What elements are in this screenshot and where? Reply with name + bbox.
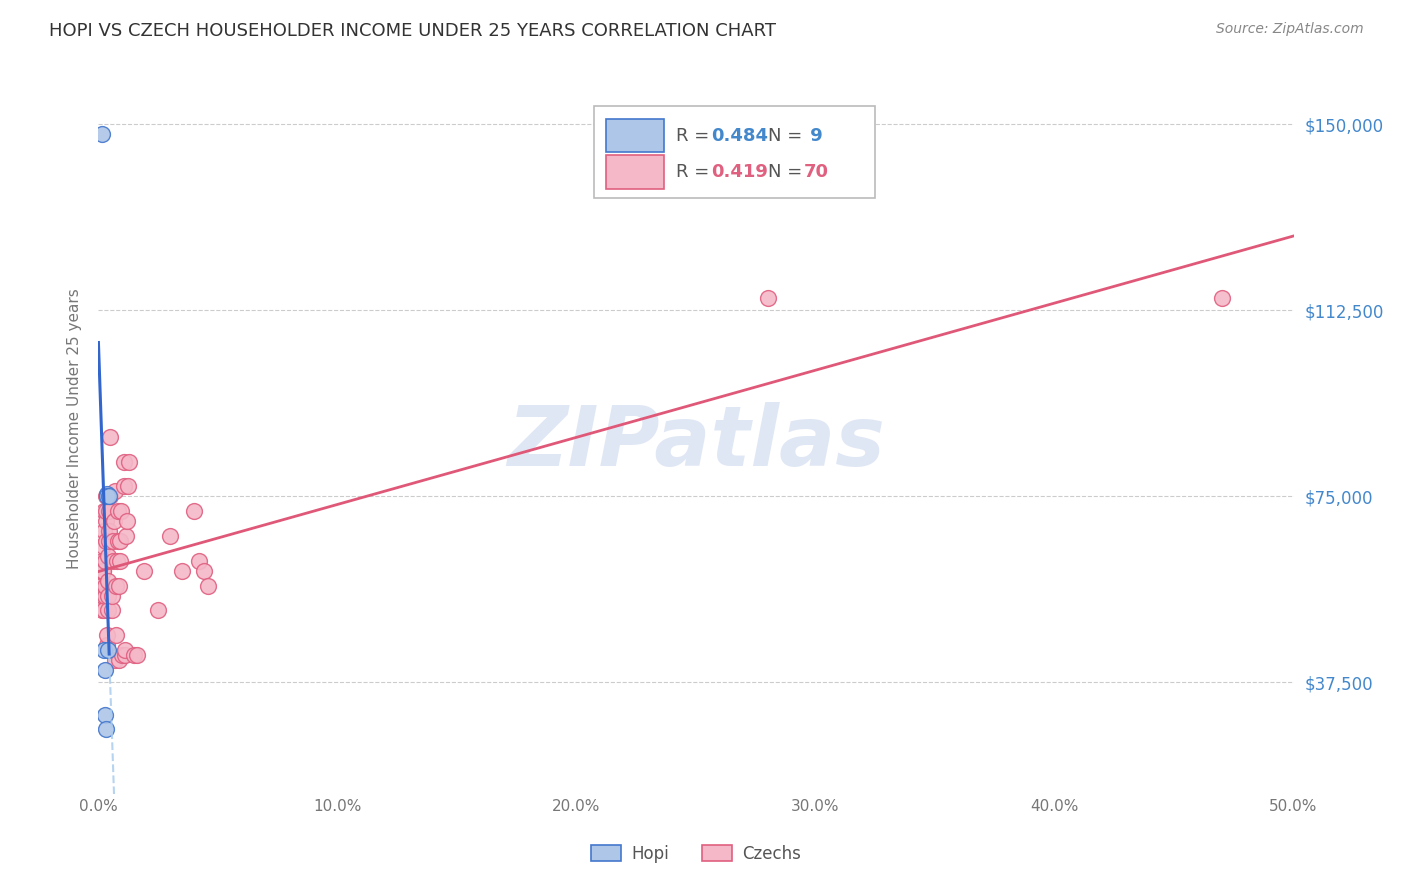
Point <box>91 128 114 142</box>
Y-axis label: Householder Income Under 25 years: Householder Income Under 25 years <box>67 288 83 568</box>
Text: 70: 70 <box>804 163 828 181</box>
Point <box>183 504 205 518</box>
Text: Source: ZipAtlas.com: Source: ZipAtlas.com <box>1216 22 1364 37</box>
Point <box>97 533 120 548</box>
Point <box>97 524 120 538</box>
Point <box>96 638 118 652</box>
Point <box>100 589 122 603</box>
Text: R =: R = <box>676 163 714 181</box>
Point <box>172 564 194 578</box>
Text: 0.484: 0.484 <box>711 127 769 145</box>
Point <box>93 504 115 518</box>
Point <box>98 489 121 503</box>
Point <box>148 603 170 617</box>
Point <box>197 579 219 593</box>
Point <box>98 430 122 444</box>
Point <box>96 489 118 503</box>
Point <box>101 554 124 568</box>
Point <box>96 628 118 642</box>
Point <box>94 504 117 518</box>
Point <box>108 554 131 568</box>
Text: N =: N = <box>768 127 807 145</box>
Point <box>112 479 135 493</box>
Point <box>107 533 129 548</box>
Point <box>91 603 114 617</box>
Text: R =: R = <box>676 127 714 145</box>
Point <box>1211 291 1233 305</box>
Point <box>756 291 779 305</box>
Point <box>96 603 118 617</box>
Point <box>94 533 117 548</box>
Text: HOPI VS CZECH HOUSEHOLDER INCOME UNDER 25 YEARS CORRELATION CHART: HOPI VS CZECH HOUSEHOLDER INCOME UNDER 2… <box>49 22 776 40</box>
Point <box>104 653 127 667</box>
Point <box>114 648 136 662</box>
Point <box>91 589 114 603</box>
Point <box>103 514 125 528</box>
Point <box>90 593 112 607</box>
Point <box>103 533 125 548</box>
Point <box>193 564 215 578</box>
Point <box>93 603 115 617</box>
Point <box>94 579 117 593</box>
Point <box>94 707 117 722</box>
Text: 9: 9 <box>804 127 823 145</box>
Point <box>96 489 118 503</box>
Point <box>94 663 117 677</box>
Point <box>125 648 148 662</box>
Point <box>93 589 115 603</box>
Point <box>115 514 138 528</box>
Point <box>94 554 117 568</box>
Point <box>89 599 111 613</box>
FancyBboxPatch shape <box>595 106 875 198</box>
Point <box>94 514 117 528</box>
Point <box>114 643 136 657</box>
Point <box>97 549 120 563</box>
Text: N =: N = <box>768 163 807 181</box>
Point <box>105 579 128 593</box>
Point <box>89 589 111 603</box>
Point <box>118 455 141 469</box>
Point <box>94 723 117 737</box>
Point <box>97 643 120 657</box>
Point <box>111 648 134 662</box>
FancyBboxPatch shape <box>606 119 664 153</box>
Point <box>97 574 120 588</box>
Point <box>90 579 112 593</box>
Point <box>90 574 112 588</box>
Point <box>98 489 121 503</box>
Legend: Hopi, Czechs: Hopi, Czechs <box>585 838 807 870</box>
Point <box>104 484 127 499</box>
Point <box>98 504 121 518</box>
Point <box>96 487 118 501</box>
Point <box>159 529 181 543</box>
Point <box>117 479 139 493</box>
Point <box>89 583 111 598</box>
Point <box>110 504 132 518</box>
Point <box>115 529 138 543</box>
Point <box>91 593 114 607</box>
Point <box>91 539 114 553</box>
FancyBboxPatch shape <box>606 155 664 189</box>
Point <box>132 564 155 578</box>
Text: ZIPatlas: ZIPatlas <box>508 402 884 483</box>
Point <box>124 648 146 662</box>
Point <box>108 579 131 593</box>
Text: 0.419: 0.419 <box>711 163 769 181</box>
Point <box>104 628 127 642</box>
Point <box>107 504 129 518</box>
Point <box>97 589 120 603</box>
Point <box>187 554 209 568</box>
Point <box>112 455 135 469</box>
Point <box>93 524 115 538</box>
Point <box>90 564 112 578</box>
Point <box>107 653 129 667</box>
Point <box>91 564 114 578</box>
Point <box>100 603 122 617</box>
Point <box>110 533 132 548</box>
Point <box>93 643 115 657</box>
Point <box>90 554 112 568</box>
Point <box>105 554 128 568</box>
Point <box>91 564 114 578</box>
